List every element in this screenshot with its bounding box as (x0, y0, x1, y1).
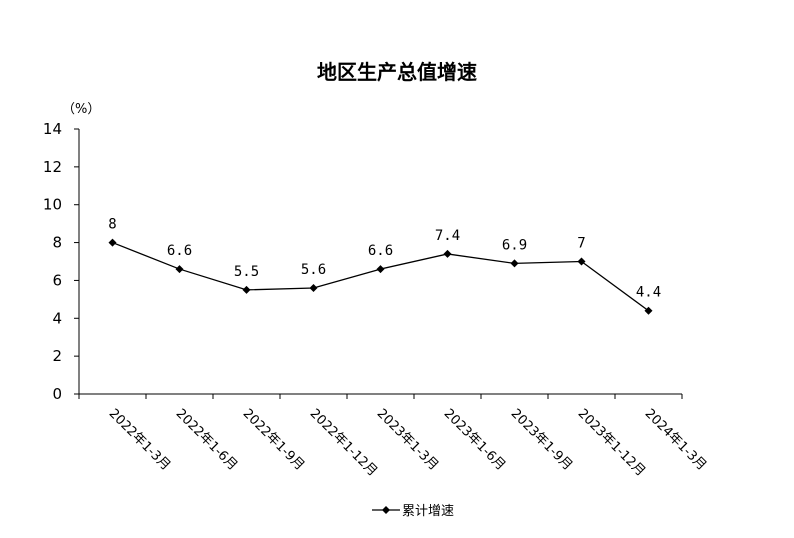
x-tick-label: 2022年1-12月 (307, 406, 380, 479)
data-label: 4.4 (636, 285, 661, 301)
y-tick-label: 12 (43, 158, 62, 176)
chart-title: 地区生产总值增速 (317, 60, 477, 84)
x-tick-label: 2023年1-9月 (508, 406, 575, 473)
x-tick-label: 2022年1-6月 (173, 406, 240, 473)
data-point (108, 238, 117, 247)
data-label: 5.5 (234, 264, 259, 280)
data-point (577, 257, 586, 266)
data-point (443, 249, 452, 258)
y-tick-label: 4 (52, 309, 62, 327)
y-tick-label: 8 (52, 234, 62, 252)
y-tick-label: 6 (52, 271, 62, 289)
x-tick-label: 2023年1-3月 (374, 406, 441, 473)
x-tick-label: 2022年1-9月 (240, 406, 307, 473)
data-point (242, 285, 251, 294)
y-tick-label: 10 (43, 196, 62, 214)
y-axis-unit-label: （%） (62, 102, 101, 117)
legend-label: 累计增速 (402, 504, 454, 519)
data-point (175, 265, 184, 274)
data-point (376, 265, 385, 274)
y-tick-label: 14 (43, 120, 62, 138)
data-point (510, 259, 519, 268)
x-tick-label: 2022年1-3月 (106, 406, 173, 473)
x-tick-label: 2024年1-3月 (642, 406, 709, 473)
data-label: 7.4 (435, 228, 460, 244)
data-label: 7 (577, 236, 585, 252)
x-tick-label: 2023年1-6月 (441, 406, 508, 473)
data-label: 8 (108, 217, 116, 233)
x-tick-label: 2023年1-12月 (575, 406, 648, 479)
data-point (309, 284, 318, 292)
y-tick-label: 0 (52, 385, 62, 403)
legend-marker (382, 506, 390, 514)
data-point (644, 306, 653, 315)
data-label: 5.6 (301, 262, 326, 278)
data-label: 6.6 (368, 243, 393, 259)
data-label: 6.9 (502, 237, 527, 253)
y-tick-label: 2 (52, 347, 62, 365)
data-label: 6.6 (167, 243, 192, 259)
